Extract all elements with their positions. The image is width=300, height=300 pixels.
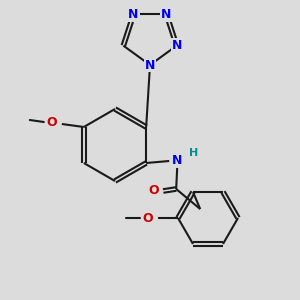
Text: O: O [143,212,153,224]
Text: O: O [149,184,160,197]
Text: N: N [172,154,182,166]
Text: N: N [171,39,182,52]
Text: N: N [128,8,139,21]
Text: O: O [46,116,57,130]
Text: N: N [145,58,155,71]
Text: H: H [189,148,198,158]
Text: N: N [161,8,172,21]
